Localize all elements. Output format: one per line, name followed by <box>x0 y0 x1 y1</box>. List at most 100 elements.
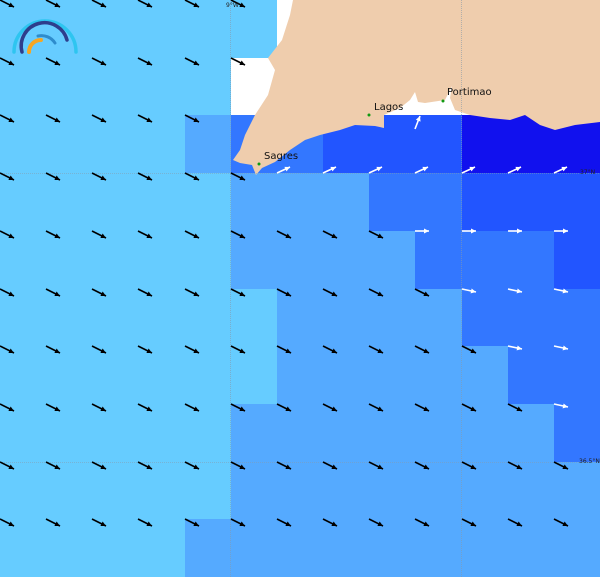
wind-arrow <box>368 288 384 297</box>
wind-arrow <box>461 166 476 174</box>
wind-arrow <box>507 288 523 294</box>
city-label-lagos: Lagos <box>374 102 404 113</box>
map-cell <box>369 404 415 462</box>
lat-label-37: 37°N <box>580 169 596 176</box>
logo-icon <box>12 19 78 54</box>
map-cell <box>462 346 508 404</box>
map-cell <box>323 404 369 462</box>
wind-arrow <box>414 115 421 130</box>
wind-arrow <box>508 228 522 234</box>
map-cell <box>0 231 46 289</box>
wind-arrow <box>230 172 246 181</box>
wind-arrow <box>0 518 15 527</box>
map-cell <box>231 346 277 404</box>
city-dot-lagos <box>367 113 371 117</box>
wind-arrow <box>507 518 523 527</box>
wind-arrow <box>45 0 61 8</box>
wind-arrow <box>553 518 569 527</box>
wind-arrow <box>137 0 153 8</box>
wind-arrow <box>322 403 338 412</box>
map-cell <box>323 519 369 577</box>
wind-arrow <box>553 345 569 351</box>
map-cell <box>277 173 323 231</box>
wind-arrow <box>368 461 384 470</box>
map-cell <box>508 346 554 404</box>
map-cell <box>231 173 277 231</box>
wind-arrow <box>276 230 292 239</box>
map-cell <box>415 404 462 462</box>
wind-arrow <box>276 403 292 412</box>
wind-arrow <box>276 345 292 354</box>
wind-arrow <box>322 166 337 174</box>
wind-arrow <box>137 518 153 527</box>
wind-arrow <box>184 518 200 527</box>
wind-arrow <box>322 518 338 527</box>
map-cell <box>46 346 92 404</box>
wind-arrow <box>461 288 477 294</box>
wind-arrow <box>368 345 384 354</box>
map-cell <box>0 519 46 577</box>
map-cell <box>92 58 138 115</box>
wind-arrow <box>507 403 523 412</box>
wind-arrow <box>137 461 153 470</box>
map-cell <box>323 462 369 519</box>
wind-arrow <box>45 518 61 527</box>
city-label-sagres: Sagres <box>264 151 299 162</box>
map-cell <box>138 289 185 346</box>
map-cell <box>46 404 92 462</box>
wind-arrow <box>0 230 15 239</box>
wind-arrow <box>91 288 107 297</box>
map-cell <box>0 346 46 404</box>
map-cell <box>231 231 277 289</box>
wind-arrow <box>0 0 15 8</box>
wind-arrow <box>276 288 292 297</box>
map-cell <box>185 462 231 519</box>
wind-arrow <box>415 228 429 234</box>
map-cell <box>185 519 231 577</box>
map-cell <box>369 519 415 577</box>
map-cell <box>92 115 138 173</box>
map-cell <box>369 231 415 289</box>
wind-arrow <box>414 166 429 174</box>
map-cell <box>277 404 323 462</box>
wind-arrow <box>91 518 107 527</box>
wind-arrow <box>45 461 61 470</box>
map-cell <box>185 231 231 289</box>
city-label-portimao: Portimao <box>447 87 492 98</box>
wind-arrow <box>45 114 61 123</box>
wind-arrow <box>45 57 61 66</box>
wind-arrow <box>45 172 61 181</box>
map-cell <box>138 519 185 577</box>
map-cell <box>92 289 138 346</box>
map-cell <box>0 115 46 173</box>
map-cell <box>554 289 600 346</box>
map-cell <box>462 231 508 289</box>
wind-arrow <box>91 57 107 66</box>
wind-arrow <box>276 518 292 527</box>
map-cell <box>415 346 462 404</box>
wind-arrow <box>91 230 107 239</box>
wind-arrow <box>0 288 15 297</box>
map-cell <box>92 173 138 231</box>
wind-arrow <box>322 230 338 239</box>
city-dot-portimao <box>441 99 445 103</box>
wind-arrow <box>0 461 15 470</box>
map-cell <box>138 58 185 115</box>
wind-arrow <box>276 461 292 470</box>
wind-arrow <box>91 345 107 354</box>
wind-arrow <box>91 461 107 470</box>
map-cell <box>46 231 92 289</box>
city-markers <box>257 99 445 166</box>
wind-arrow <box>322 345 338 354</box>
map-cell <box>554 519 600 577</box>
wind-arrow <box>137 172 153 181</box>
map-cell <box>415 519 462 577</box>
lat-label-36-5: 36.5°N <box>579 458 600 465</box>
map-cell <box>462 404 508 462</box>
map-cell <box>277 231 323 289</box>
map-cell <box>46 115 92 173</box>
wind-arrow <box>461 345 477 354</box>
map-cell <box>554 462 600 519</box>
